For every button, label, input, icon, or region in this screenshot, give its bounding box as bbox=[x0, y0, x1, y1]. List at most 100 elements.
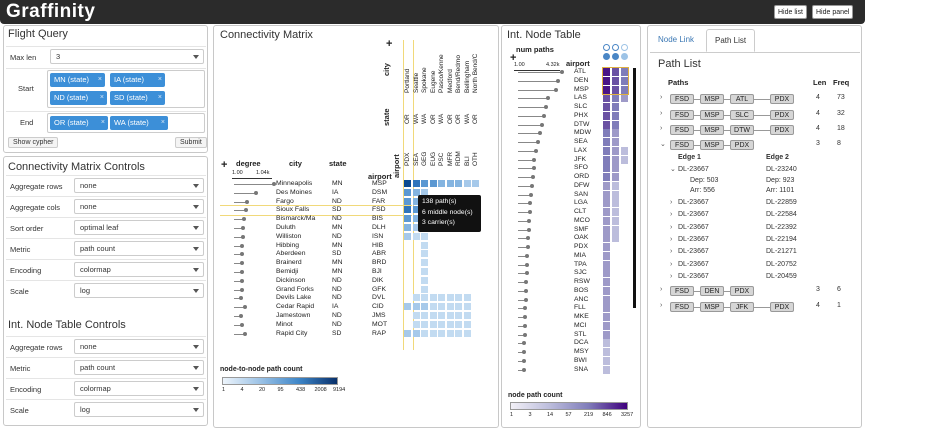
int-cell[interactable] bbox=[612, 146, 619, 155]
int-airport-label[interactable]: RSW bbox=[574, 278, 590, 285]
row-airport-label[interactable]: FSD bbox=[372, 206, 386, 214]
chevron-right-icon[interactable]: › bbox=[660, 94, 663, 101]
matrix-cell[interactable] bbox=[412, 232, 420, 240]
row-airport-label[interactable]: DIK bbox=[372, 276, 384, 284]
close-icon[interactable]: × bbox=[157, 76, 162, 83]
matrix-cell[interactable] bbox=[438, 312, 445, 319]
int-cell[interactable] bbox=[603, 76, 610, 85]
int-cell[interactable] bbox=[603, 321, 610, 330]
path-node[interactable]: PDX bbox=[770, 94, 794, 104]
int-cell[interactable] bbox=[603, 269, 610, 278]
int-cell[interactable] bbox=[612, 225, 619, 234]
int-cell[interactable] bbox=[603, 146, 610, 155]
edge2-id[interactable]: DL-21271 bbox=[766, 248, 797, 256]
matrix-cell[interactable] bbox=[463, 303, 471, 311]
int-cell[interactable] bbox=[603, 181, 610, 190]
edge1-id[interactable]: DL-23667 bbox=[678, 248, 709, 256]
submit-button[interactable]: Submit bbox=[175, 137, 207, 148]
int-cell[interactable] bbox=[612, 76, 619, 85]
control-select[interactable]: path count bbox=[74, 241, 204, 256]
int-cell[interactable] bbox=[603, 94, 610, 103]
end-tag[interactable]: WA (state) × bbox=[110, 116, 168, 130]
matrix-cell[interactable] bbox=[463, 180, 471, 187]
int-airport-label[interactable]: SFO bbox=[574, 164, 588, 172]
edge1-id[interactable]: DL-23667 bbox=[678, 199, 709, 206]
column-circle-icon[interactable] bbox=[612, 53, 619, 60]
int-cell[interactable] bbox=[612, 85, 619, 94]
path-node[interactable]: FSD bbox=[670, 286, 694, 296]
matrix-cell[interactable] bbox=[429, 312, 437, 319]
edge2-id[interactable]: DL-20752 bbox=[766, 260, 797, 268]
edge2-id[interactable]: DL-22194 bbox=[766, 235, 797, 243]
int-airport-label[interactable]: LAS bbox=[574, 94, 587, 102]
row-airport-label[interactable]: JMS bbox=[372, 312, 386, 319]
path-node[interactable]: MSP bbox=[700, 125, 724, 135]
matrix-cell[interactable] bbox=[421, 180, 428, 187]
column-circle-icon[interactable] bbox=[603, 53, 610, 60]
int-airport-label[interactable]: FLL bbox=[574, 304, 586, 312]
int-cell[interactable] bbox=[621, 68, 628, 76]
col-airport-label[interactable]: PSC bbox=[438, 152, 445, 166]
chevron-down-icon[interactable]: ⌄ bbox=[660, 141, 666, 148]
chevron-right-icon[interactable]: › bbox=[660, 110, 663, 117]
end-tag-input[interactable] bbox=[47, 113, 205, 133]
matrix-cell[interactable] bbox=[429, 180, 437, 187]
path-node[interactable]: ATL bbox=[730, 94, 754, 104]
matrix-cell[interactable] bbox=[404, 215, 411, 223]
int-cell[interactable] bbox=[603, 295, 610, 304]
matrix-cell[interactable] bbox=[421, 268, 428, 275]
int-airport-label[interactable]: JFK bbox=[574, 155, 587, 163]
int-cell[interactable] bbox=[603, 208, 610, 216]
chevron-right-icon[interactable]: › bbox=[670, 211, 673, 219]
path-node[interactable]: DTW bbox=[730, 125, 754, 135]
chevron-right-icon[interactable]: › bbox=[670, 272, 673, 280]
matrix-cell[interactable] bbox=[412, 197, 420, 205]
int-cell[interactable] bbox=[603, 155, 610, 164]
int-airport-label[interactable]: DFW bbox=[574, 181, 590, 189]
close-icon[interactable]: × bbox=[100, 119, 105, 126]
start-tag[interactable]: IA (state) × bbox=[110, 73, 165, 87]
row-airport-label[interactable]: HIB bbox=[372, 241, 384, 249]
matrix-cell[interactable] bbox=[421, 276, 428, 284]
row-airport-label[interactable]: BJI bbox=[372, 268, 382, 275]
chevron-right-icon[interactable]: › bbox=[660, 125, 663, 132]
int-cell[interactable] bbox=[612, 234, 619, 243]
int-cell[interactable] bbox=[603, 339, 610, 348]
int-cell[interactable] bbox=[612, 190, 619, 199]
int-cell[interactable] bbox=[603, 216, 610, 225]
chevron-right-icon[interactable]: › bbox=[670, 248, 673, 256]
edge1-id[interactable]: DL-23667 bbox=[678, 235, 709, 243]
int-cell[interactable] bbox=[621, 94, 628, 103]
matrix-cell[interactable] bbox=[404, 224, 411, 231]
row-airport-label[interactable]: DSM bbox=[372, 188, 388, 196]
matrix-cell[interactable] bbox=[463, 294, 471, 302]
int-cell[interactable] bbox=[603, 304, 610, 313]
chevron-right-icon[interactable]: › bbox=[660, 302, 663, 309]
int-cell[interactable] bbox=[603, 85, 610, 94]
int-cell[interactable] bbox=[603, 313, 610, 321]
int-cell[interactable] bbox=[612, 111, 619, 120]
path-node[interactable]: JFK bbox=[730, 302, 754, 312]
int-cell[interactable] bbox=[612, 138, 619, 146]
hide-panel-button[interactable]: Hide panel bbox=[812, 5, 854, 19]
chevron-right-icon[interactable]: › bbox=[670, 235, 673, 243]
matrix-cell[interactable] bbox=[421, 303, 428, 311]
col-airport-label[interactable]: BLI bbox=[463, 156, 471, 166]
int-cell[interactable] bbox=[603, 225, 610, 234]
int-cell[interactable] bbox=[612, 199, 619, 208]
int-cell[interactable] bbox=[603, 111, 610, 120]
control-select[interactable]: none bbox=[74, 178, 204, 193]
start-tag[interactable]: ND (state) × bbox=[50, 91, 107, 105]
int-airport-label[interactable]: ATL bbox=[574, 68, 586, 75]
control-select[interactable]: none bbox=[74, 199, 204, 214]
int-airport-label[interactable]: PDX bbox=[574, 243, 588, 250]
int-cell[interactable] bbox=[612, 216, 619, 225]
edge2-id[interactable]: DL-22859 bbox=[766, 199, 797, 206]
int-cell[interactable] bbox=[612, 155, 619, 164]
int-airport-label[interactable]: DEN bbox=[574, 76, 589, 84]
path-node[interactable]: MSP bbox=[700, 140, 724, 150]
row-airport-label[interactable]: RAP bbox=[372, 329, 386, 337]
path-node[interactable]: PDX bbox=[770, 125, 794, 135]
matrix-cell[interactable] bbox=[455, 320, 462, 328]
int-cell[interactable] bbox=[603, 173, 610, 181]
